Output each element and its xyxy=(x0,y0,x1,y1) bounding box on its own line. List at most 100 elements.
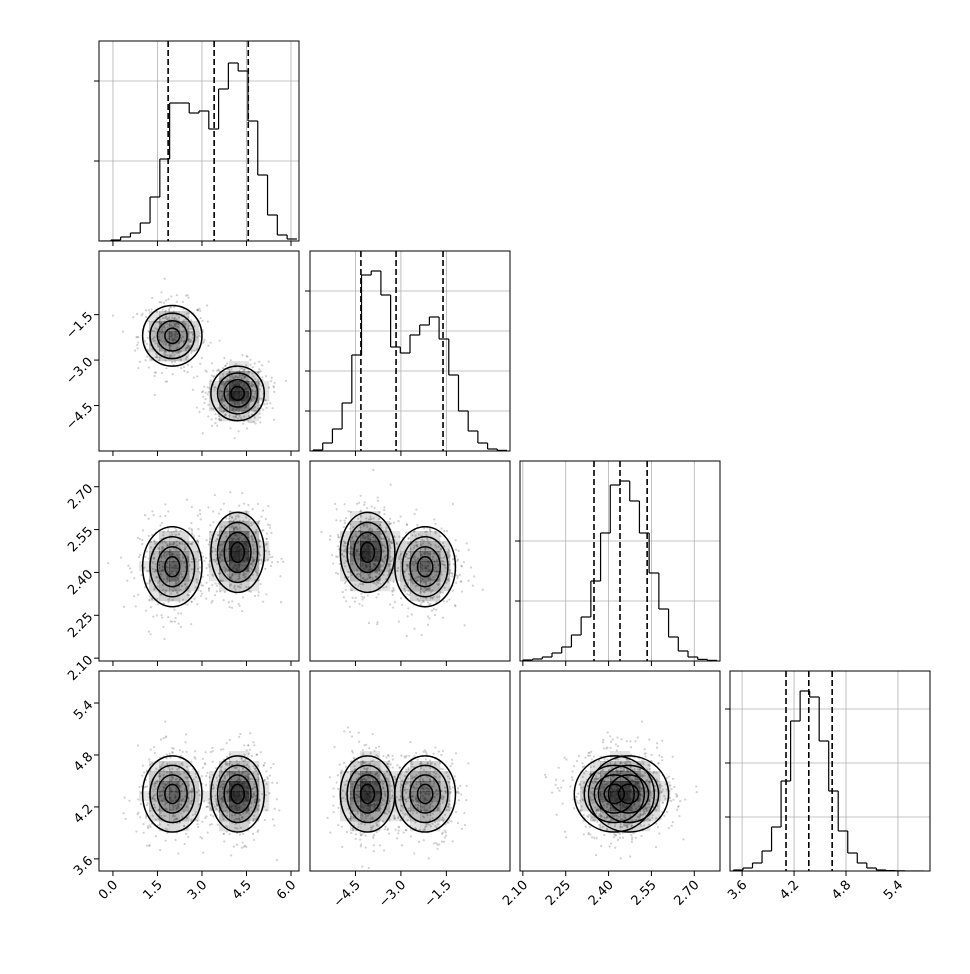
sample-point xyxy=(164,278,166,280)
y-tick-label: 2.25 xyxy=(65,610,96,641)
sample-point xyxy=(264,819,266,821)
sample-point xyxy=(375,596,377,598)
sample-point xyxy=(446,600,448,602)
sample-point xyxy=(107,562,109,564)
sample-point xyxy=(172,752,174,754)
sample-point xyxy=(160,301,162,303)
sample-point xyxy=(144,514,146,516)
sample-point xyxy=(198,308,200,310)
sample-point xyxy=(393,522,395,524)
sample-point xyxy=(345,589,347,591)
sample-point xyxy=(228,455,230,457)
sample-point xyxy=(185,833,187,835)
sample-point xyxy=(175,529,177,531)
sample-point xyxy=(265,593,267,595)
sample-point xyxy=(142,765,144,767)
sample-point xyxy=(382,755,384,757)
x-tick-label: 6.0 xyxy=(274,878,299,903)
sample-point xyxy=(392,766,394,768)
sample-point xyxy=(285,380,287,382)
sample-point xyxy=(262,409,264,411)
sample-point xyxy=(438,750,440,752)
sample-point xyxy=(343,526,345,528)
sample-point xyxy=(332,562,334,564)
sample-point xyxy=(203,560,205,562)
sample-point xyxy=(347,726,349,728)
sample-point xyxy=(459,574,461,576)
sample-point xyxy=(224,365,226,367)
sample-point xyxy=(384,826,386,828)
sample-point xyxy=(160,738,162,740)
sample-point xyxy=(164,736,166,738)
sample-point xyxy=(435,523,437,525)
sample-point xyxy=(266,538,268,540)
sample-point xyxy=(165,381,167,383)
sample-point xyxy=(159,515,161,517)
sample-point xyxy=(133,577,135,579)
sample-point xyxy=(175,617,177,619)
sample-point xyxy=(373,850,375,852)
sample-point xyxy=(137,744,139,746)
sample-point xyxy=(392,606,394,608)
sample-point xyxy=(132,316,134,318)
sample-point xyxy=(163,302,165,304)
sample-point xyxy=(207,320,209,322)
sample-point xyxy=(460,793,462,795)
sample-point xyxy=(155,372,157,374)
sample-point xyxy=(214,494,216,496)
sample-point xyxy=(169,753,171,755)
panel xyxy=(320,469,483,637)
sample-point xyxy=(264,779,266,781)
sample-point xyxy=(205,557,207,559)
y-tick-label: 4.2 xyxy=(71,802,96,827)
sample-point xyxy=(269,402,271,404)
sample-point xyxy=(211,584,213,586)
panel-frame xyxy=(99,41,299,241)
sample-point xyxy=(409,741,411,743)
sample-point xyxy=(171,361,173,363)
sample-point xyxy=(378,746,380,748)
sample-point xyxy=(173,609,175,611)
sample-point xyxy=(236,844,238,846)
density-cell xyxy=(169,781,179,791)
sample-point xyxy=(144,340,146,342)
sample-point xyxy=(180,367,182,369)
sample-point xyxy=(150,606,152,608)
sample-point xyxy=(273,386,275,388)
sample-point xyxy=(433,608,435,610)
sample-point xyxy=(265,375,267,377)
sample-point xyxy=(242,841,244,843)
sample-point xyxy=(433,518,435,520)
sample-point xyxy=(194,750,196,752)
sample-point xyxy=(142,823,144,825)
sample-point xyxy=(139,816,141,818)
y-tick-label: −1.5 xyxy=(63,309,96,342)
sample-point xyxy=(216,425,218,427)
sample-point xyxy=(145,817,147,819)
sample-point xyxy=(214,594,216,596)
sample-point xyxy=(416,759,418,761)
sample-point xyxy=(143,832,145,834)
density-cell xyxy=(249,411,259,421)
sample-point xyxy=(200,584,202,586)
sample-point xyxy=(443,600,445,602)
sample-point xyxy=(144,556,146,558)
sample-point xyxy=(215,582,217,584)
sample-point xyxy=(230,359,232,361)
sample-point xyxy=(153,746,155,748)
sample-point xyxy=(241,847,243,849)
sample-point xyxy=(398,620,400,622)
y-tick-label: 5.4 xyxy=(71,698,96,723)
sample-point xyxy=(197,515,199,517)
x-tick-label: 3.0 xyxy=(185,878,210,903)
sample-point xyxy=(467,762,469,764)
sample-point xyxy=(205,775,207,777)
sample-point xyxy=(358,502,360,504)
sample-point xyxy=(405,829,407,831)
sample-point xyxy=(136,313,138,315)
sample-point xyxy=(387,828,389,830)
sample-point xyxy=(279,575,281,577)
sample-point xyxy=(457,822,459,824)
sample-point xyxy=(203,402,205,404)
